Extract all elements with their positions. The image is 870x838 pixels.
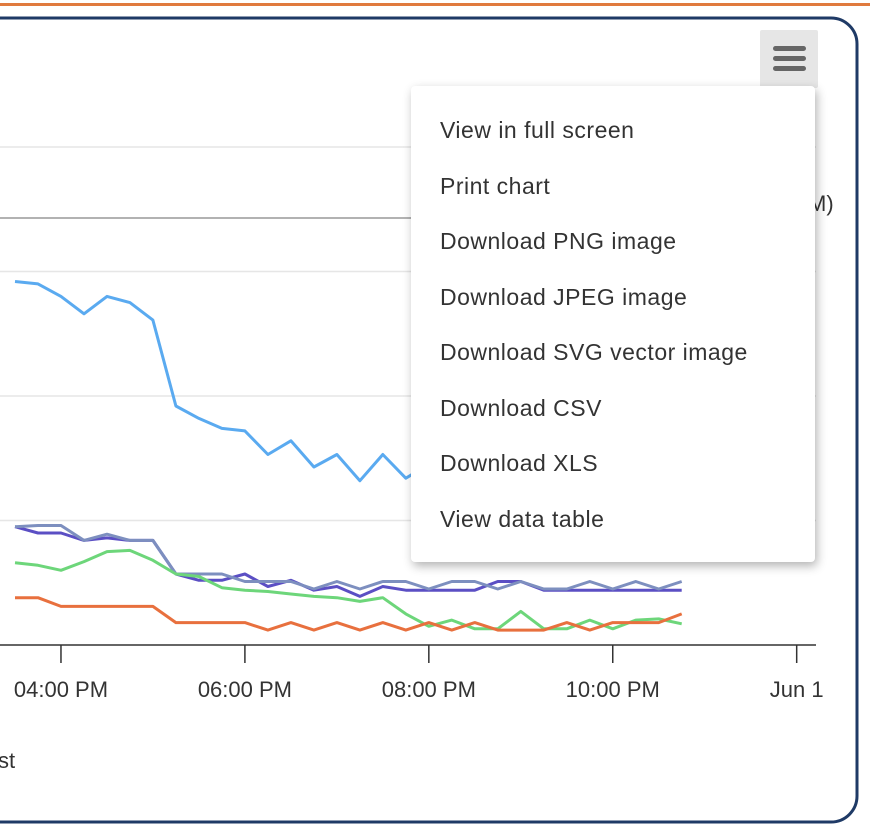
menu-item[interactable]: Print chart	[440, 172, 551, 199]
series-line	[14, 548, 683, 631]
x-tick-label: Jun 1	[770, 677, 824, 702]
legend-item: st	[0, 748, 15, 773]
menu-item[interactable]: View data table	[440, 505, 605, 532]
top-rule	[0, 3, 870, 6]
x-tick-label: 08:00 PM	[382, 677, 476, 702]
menu-item[interactable]: Download CSV	[440, 394, 602, 421]
menu-item[interactable]: Download PNG image	[440, 228, 677, 254]
menu-item[interactable]: Download XLS	[440, 450, 599, 476]
series-line	[15, 596, 683, 632]
context-menu: View in full screen Print chart Download P…	[411, 86, 815, 562]
x-tick-label: 06:00 PM	[198, 677, 292, 702]
menu-item[interactable]: Download SVG vector image	[440, 339, 748, 365]
x-tick-label: 10:00 PM	[566, 677, 660, 702]
menu-button[interactable]	[760, 30, 818, 88]
menu-item[interactable]: Download JPEG image	[440, 283, 688, 310]
menu-item[interactable]: View in full screen	[440, 117, 635, 143]
x-tick-label: 04:00 PM	[14, 677, 108, 702]
card-border	[0, 16, 859, 824]
series-line	[14, 524, 683, 591]
